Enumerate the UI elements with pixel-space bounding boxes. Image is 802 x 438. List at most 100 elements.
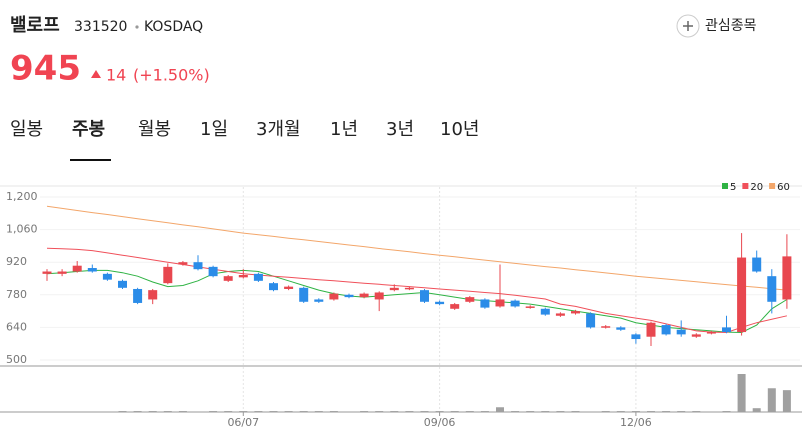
x-tick-label: 06/07 xyxy=(227,416,259,429)
volume-bar xyxy=(496,407,504,412)
watch-button[interactable]: 관심종목 xyxy=(676,14,757,38)
volume-bar xyxy=(133,411,142,412)
candle-body xyxy=(767,276,777,302)
candle-body xyxy=(344,294,354,298)
volume-bar xyxy=(405,411,414,412)
volume-bar xyxy=(616,411,625,412)
volume-bar xyxy=(299,411,308,412)
tab[interactable]: 1일 xyxy=(200,119,228,140)
volume-bar xyxy=(375,411,384,412)
candle-body xyxy=(691,334,701,337)
tab[interactable]: 10년 xyxy=(440,119,479,140)
volume-bar xyxy=(209,411,218,412)
candle-body xyxy=(450,304,460,309)
y-tick-label: 780 xyxy=(6,288,27,301)
candle-body xyxy=(495,299,505,307)
candle-body xyxy=(706,332,716,334)
volume-bar xyxy=(163,411,172,412)
volume-bar xyxy=(677,411,686,412)
tab[interactable]: 1년 xyxy=(330,119,358,140)
volume-bar xyxy=(148,411,157,412)
market: KOSDAQ xyxy=(144,19,203,35)
x-tick-label: 12/06 xyxy=(620,416,652,429)
change: 14 xyxy=(106,66,126,85)
candle-body xyxy=(314,299,324,302)
change-pct: (+1.50%) xyxy=(133,66,210,85)
candle-body xyxy=(374,292,384,300)
y-tick-label: 640 xyxy=(6,320,27,333)
candle-body xyxy=(269,283,278,291)
candle-body xyxy=(57,271,67,274)
candle-body xyxy=(133,288,143,303)
ma-line xyxy=(46,247,788,334)
candle-body xyxy=(752,257,762,272)
candle-body xyxy=(782,256,792,300)
legend-label: 5 xyxy=(730,182,736,193)
legend-label: 60 xyxy=(777,182,790,193)
candle-body xyxy=(178,262,188,265)
volume-bar xyxy=(511,411,520,412)
y-tick-label: 1,060 xyxy=(6,223,38,236)
volume-bar xyxy=(360,411,369,412)
volume-bar xyxy=(601,411,610,412)
candle-body xyxy=(359,293,369,298)
candle-body xyxy=(223,276,233,281)
chart: 500 640 780 920 1,060 1,200 06/07 09/06 12/06 5 20… xyxy=(0,182,802,429)
stock-name: 밸로프 xyxy=(10,15,60,36)
tabs: 일봉 주봉 월봉 1일 3개월 1년 3년 10년 xyxy=(10,119,479,140)
volume-bar xyxy=(767,388,776,412)
volume-bar xyxy=(737,374,746,412)
volume-bar xyxy=(314,411,323,412)
volume-bar xyxy=(526,411,535,412)
watch-label: 관심종목 xyxy=(705,18,757,34)
candle-body xyxy=(389,287,399,291)
tab[interactable]: 월봉 xyxy=(138,119,171,140)
stock-code: 331520 xyxy=(74,19,127,35)
candle-body xyxy=(163,266,173,284)
candle-body xyxy=(329,293,339,300)
candle-body xyxy=(661,325,671,335)
candle-body xyxy=(208,266,218,277)
legend-swatch xyxy=(742,183,749,189)
candle-body xyxy=(586,313,596,328)
candle-body xyxy=(284,286,294,289)
candle-body xyxy=(601,326,611,328)
volume-bar xyxy=(782,390,791,412)
candle-body xyxy=(737,257,747,333)
volume-bar xyxy=(239,411,248,412)
volume-bar xyxy=(224,411,233,412)
price: 945 xyxy=(10,49,81,89)
candle-body xyxy=(510,300,520,307)
candle-body xyxy=(404,287,414,290)
volume-bar xyxy=(571,411,580,412)
candle-body xyxy=(102,273,112,280)
volume-bar xyxy=(647,411,655,412)
candle-body xyxy=(193,262,203,270)
volume-bar xyxy=(284,411,293,412)
candle-body xyxy=(42,271,52,274)
y-tick-label: 1,200 xyxy=(6,190,38,203)
volume-bar xyxy=(450,411,459,412)
candle-body xyxy=(646,322,656,337)
volume-bar xyxy=(420,411,429,412)
volume-bar xyxy=(329,411,338,412)
tab[interactable]: 일봉 xyxy=(10,119,43,140)
volume-bar xyxy=(631,411,640,412)
tab[interactable]: 3개월 xyxy=(256,119,301,140)
volume-bar xyxy=(752,408,761,412)
volume-bar xyxy=(662,411,671,412)
up-arrow xyxy=(91,70,101,78)
volume-bar xyxy=(435,411,444,412)
volume-bar xyxy=(556,411,565,412)
legend-swatch xyxy=(769,183,776,189)
tab[interactable]: 주봉 xyxy=(72,119,105,140)
tab[interactable]: 3년 xyxy=(386,119,414,140)
volume-bar xyxy=(541,411,550,412)
candle-body xyxy=(420,290,429,302)
candle-body xyxy=(480,299,490,308)
volume-bar xyxy=(269,411,278,412)
candle-body xyxy=(118,280,127,288)
candle-body xyxy=(555,313,565,316)
y-tick-label: 920 xyxy=(6,255,27,268)
